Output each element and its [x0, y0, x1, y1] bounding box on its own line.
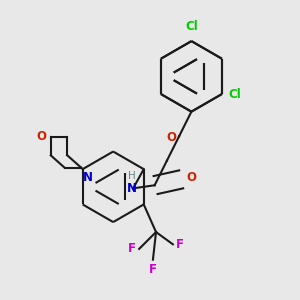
- Text: Cl: Cl: [185, 20, 198, 33]
- Text: Cl: Cl: [228, 88, 241, 100]
- Text: O: O: [36, 130, 46, 143]
- Text: F: F: [149, 263, 157, 276]
- Text: F: F: [176, 238, 184, 251]
- Text: N: N: [127, 182, 136, 195]
- Text: O: O: [187, 171, 197, 184]
- Text: N: N: [82, 171, 93, 184]
- Text: H: H: [128, 171, 136, 181]
- Text: F: F: [128, 242, 136, 255]
- Text: O: O: [166, 131, 176, 144]
